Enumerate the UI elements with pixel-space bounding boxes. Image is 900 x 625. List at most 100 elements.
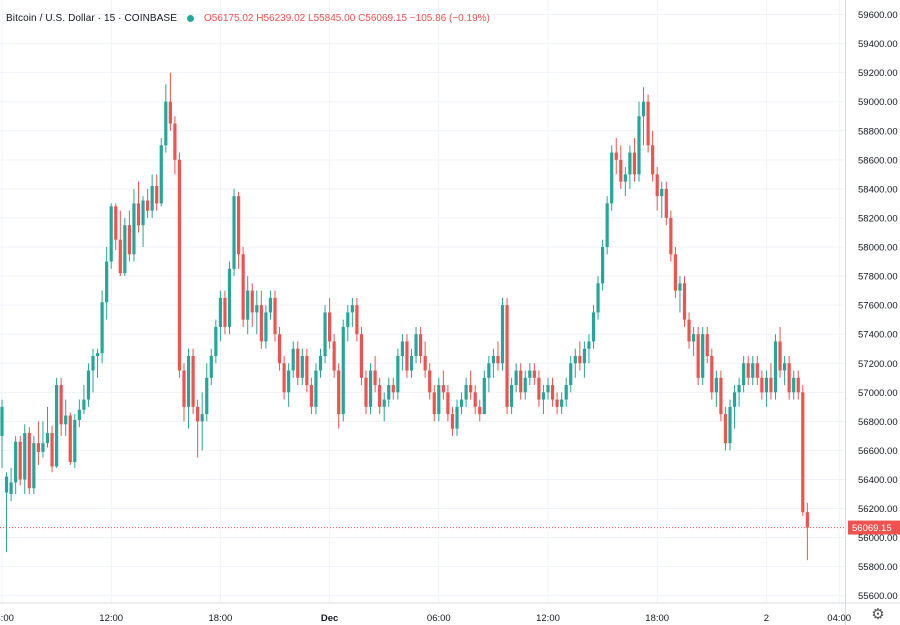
candle-body [546, 385, 550, 393]
candle-body [505, 305, 509, 407]
candle-body [805, 512, 809, 528]
candle-body [651, 145, 655, 175]
candle-body [550, 385, 555, 400]
candle-body [560, 399, 564, 407]
candle-body [18, 441, 22, 480]
candle-body [350, 305, 354, 313]
open-label: O [203, 13, 212, 24]
price-tick-label: 55800.00 [858, 562, 898, 573]
candle-body [164, 101, 168, 146]
candle-body [373, 370, 377, 386]
candle-body [710, 355, 714, 393]
candle-body [45, 432, 50, 444]
candle-body [419, 334, 423, 356]
candle-body [682, 283, 687, 320]
candle-body [510, 385, 514, 407]
candle-body [323, 312, 327, 356]
change-value: −105.86 (−0.19%) [409, 13, 490, 24]
time-tick-label: 06:00 [0, 613, 14, 624]
market-status-dot [186, 15, 194, 22]
candle-body [14, 441, 18, 483]
candle-body [719, 377, 723, 415]
candle-body [155, 185, 159, 204]
time-tick-label: 18:00 [209, 613, 233, 624]
price-tick-label: 56200.00 [858, 504, 898, 515]
candle-body [300, 355, 304, 378]
candle-body [692, 334, 696, 342]
candle-body [364, 377, 368, 407]
candle-body [723, 414, 728, 444]
candle-body [482, 377, 486, 415]
candle-body [246, 290, 250, 320]
candle-body [441, 385, 445, 393]
candle-body [273, 297, 277, 335]
low-value: 55845.00 [313, 13, 356, 24]
gear-icon[interactable]: ⚙ [871, 605, 885, 623]
candle-body [632, 152, 637, 175]
candle-body [464, 385, 468, 400]
candle-body [328, 312, 332, 342]
candle-body [773, 341, 778, 393]
candle-body [332, 341, 336, 371]
time-tick-label: Dec [321, 613, 338, 624]
candle-body [764, 377, 768, 393]
candle-body [446, 392, 450, 415]
candle-body [414, 334, 418, 356]
candle-body [146, 200, 150, 211]
candle-body [27, 432, 31, 489]
symbol-title[interactable]: Bitcoin / U.S. Dollar · 15 · COINBASE [6, 13, 177, 24]
price-tick-label: 58800.00 [858, 126, 898, 137]
candle-body [382, 399, 386, 407]
candle-body [159, 145, 163, 204]
candle-body [619, 159, 623, 182]
candle-body [537, 377, 541, 400]
candle-body [737, 385, 741, 393]
candle-body [519, 370, 523, 393]
candle-body [64, 415, 68, 425]
candle-body [669, 217, 673, 255]
candle-body [423, 355, 427, 371]
close-value: 56069.15 [365, 13, 408, 24]
candle-body [255, 305, 259, 313]
candle-body [746, 363, 750, 378]
candle-body [200, 414, 204, 422]
candle-body [282, 363, 286, 393]
candle-body [637, 116, 641, 175]
high-label: H [256, 13, 264, 24]
candle-body [259, 305, 263, 342]
candle-body [541, 392, 546, 400]
price-tick-label: 59600.00 [858, 10, 898, 21]
time-axis[interactable]: 06:00 12:00 18:00 Dec 06:00 12:00 18:00 2 04:00 [0, 613, 851, 624]
last-price-tag-label: 56069.15 [852, 523, 892, 534]
candle-body [628, 152, 632, 175]
candle-body [696, 334, 700, 378]
candle-body [150, 185, 154, 211]
candle-body [50, 432, 54, 467]
last-price-tag: 56069.15 [848, 520, 900, 535]
candle-body [82, 399, 86, 410]
candle-body [450, 414, 455, 429]
candle-body [623, 174, 627, 182]
candle-body [655, 174, 659, 197]
candle-body [4, 476, 9, 493]
candle-body [705, 334, 709, 356]
candle-body [673, 254, 677, 291]
candle-body [237, 196, 241, 255]
candle-body [610, 152, 614, 204]
candle-body [314, 370, 318, 407]
price-axis[interactable]: 59600.00 59400.00 59200.00 59000.00 58800.00… [858, 10, 898, 602]
candle-body [491, 355, 495, 364]
candle-body [391, 385, 395, 393]
candle-body [532, 370, 536, 378]
candle-body [792, 377, 796, 393]
price-tick-label: 56000.00 [858, 533, 898, 544]
candle-body [309, 385, 313, 407]
candle-body [287, 370, 291, 393]
candle-body [123, 225, 127, 274]
price-tick-label: 56600.00 [858, 446, 898, 457]
candle-body [86, 370, 91, 400]
candle-body [755, 363, 759, 378]
candle-body [555, 399, 559, 407]
candle-body [591, 312, 596, 342]
